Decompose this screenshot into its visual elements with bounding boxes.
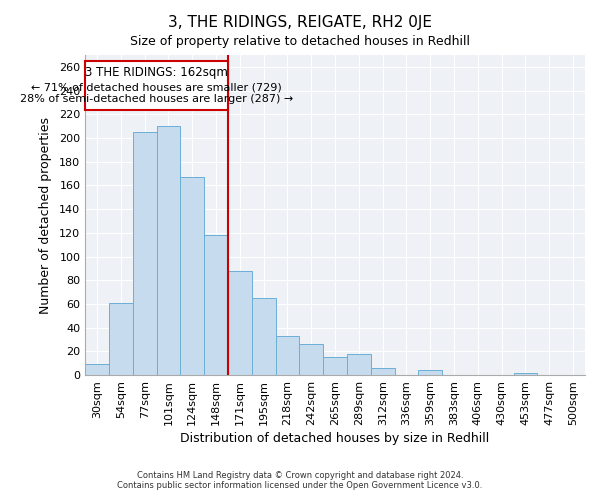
FancyBboxPatch shape [85,61,228,110]
Bar [371,368,395,375]
Text: Size of property relative to detached houses in Redhill: Size of property relative to detached ho… [130,35,470,48]
Bar [299,344,323,375]
Bar [228,271,252,375]
Bar [157,126,181,375]
Bar [347,354,371,375]
Text: 28% of semi-detached houses are larger (287) →: 28% of semi-detached houses are larger (… [20,94,293,104]
Bar [323,358,347,375]
Bar [85,364,109,375]
X-axis label: Distribution of detached houses by size in Redhill: Distribution of detached houses by size … [181,432,490,445]
Bar [181,177,204,375]
Bar [133,132,157,375]
Text: 3 THE RIDINGS: 162sqm: 3 THE RIDINGS: 162sqm [85,66,228,80]
Y-axis label: Number of detached properties: Number of detached properties [39,116,52,314]
Bar [418,370,442,375]
Bar [204,235,228,375]
Bar [514,372,538,375]
Bar [252,298,275,375]
Text: 3, THE RIDINGS, REIGATE, RH2 0JE: 3, THE RIDINGS, REIGATE, RH2 0JE [168,15,432,30]
Bar [109,303,133,375]
Text: Contains HM Land Registry data © Crown copyright and database right 2024.
Contai: Contains HM Land Registry data © Crown c… [118,470,482,490]
Text: ← 71% of detached houses are smaller (729): ← 71% of detached houses are smaller (72… [31,82,282,92]
Bar [275,336,299,375]
